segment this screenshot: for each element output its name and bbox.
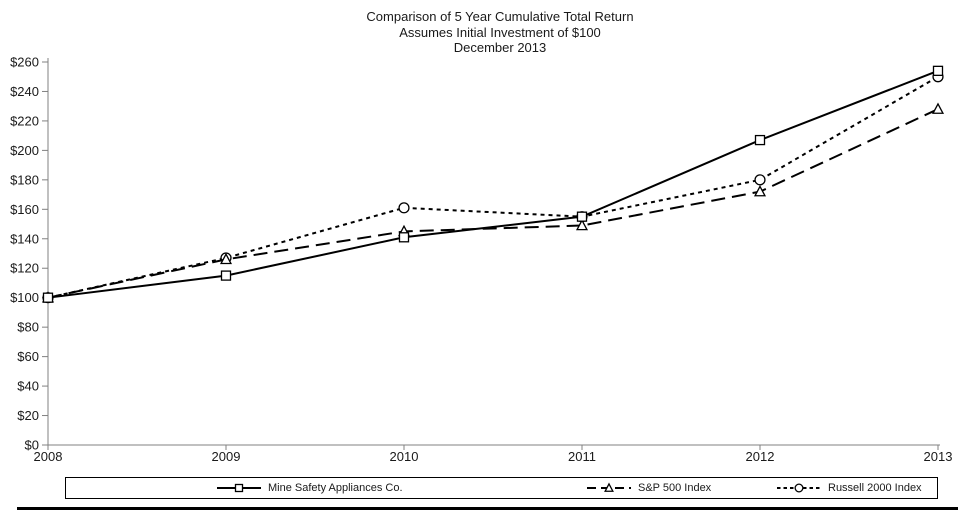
y-tick-label: $80	[17, 320, 39, 335]
y-tick-label: $140	[10, 231, 39, 246]
y-tick-label: $60	[17, 349, 39, 364]
y-tick-label: $180	[10, 172, 39, 187]
chart-canvas: $0 $20 $40 $60 $80 $100 $120 $140 $160 $180 $200 $2…	[10, 55, 952, 465]
legend-label-sp500: S&P 500 Index	[638, 482, 712, 494]
y-tick-label: $100	[10, 290, 39, 305]
x-tick-label: 2008	[34, 449, 63, 464]
bottom-rule	[17, 507, 958, 510]
x-tick-label: 2012	[746, 449, 775, 464]
line-square-marker-icon	[217, 483, 261, 493]
legend-label-russell2000: Russell 2000 Index	[828, 482, 922, 494]
series-triangle	[41, 102, 945, 303]
series-square	[42, 65, 944, 303]
legend-item-russell2000: Russell 2000 Index	[776, 478, 922, 498]
y-tick-label: $200	[10, 143, 39, 158]
chart-title: Comparison of 5 Year Cumulative Total Re…	[40, 9, 960, 56]
legend-item-sp500: S&P 500 Index	[586, 478, 711, 498]
line-circle-marker-icon	[777, 483, 821, 493]
x-tick-label: 2010	[390, 449, 419, 464]
y-tick-label: $40	[17, 379, 39, 394]
x-tick-label: 2013	[924, 449, 953, 464]
y-tick-label: $0	[25, 438, 39, 453]
legend-label-mine-safety: Mine Safety Appliances Co.	[268, 482, 403, 494]
y-tick-label: $20	[17, 408, 39, 423]
chart-title-line2: Assumes Initial Investment of $100	[399, 24, 601, 40]
x-tick-label: 2009	[212, 449, 241, 464]
chart-title-line1: Comparison of 5 Year Cumulative Total Re…	[366, 9, 634, 24]
y-tick-label: $120	[10, 261, 39, 276]
y-tick-label: $240	[10, 84, 39, 99]
axes	[42, 58, 940, 450]
y-tick-label: $220	[10, 113, 39, 128]
chart-title-line3: December 2013	[453, 40, 547, 55]
line-triangle-marker-icon	[587, 482, 631, 492]
legend-item-mine-safety: Mine Safety Appliances Co.	[216, 478, 403, 498]
series-circle	[42, 71, 944, 304]
tick-labels: $0 $20 $40 $60 $80 $100 $120 $140 $160 $180 $200 $2…	[10, 55, 952, 465]
y-tick-label: $260	[10, 55, 39, 70]
x-tick-label: 2011	[568, 449, 596, 464]
y-tick-label: $160	[10, 202, 39, 217]
legend: Mine Safety Appliances Co. S&P 500 Index…	[65, 477, 938, 499]
